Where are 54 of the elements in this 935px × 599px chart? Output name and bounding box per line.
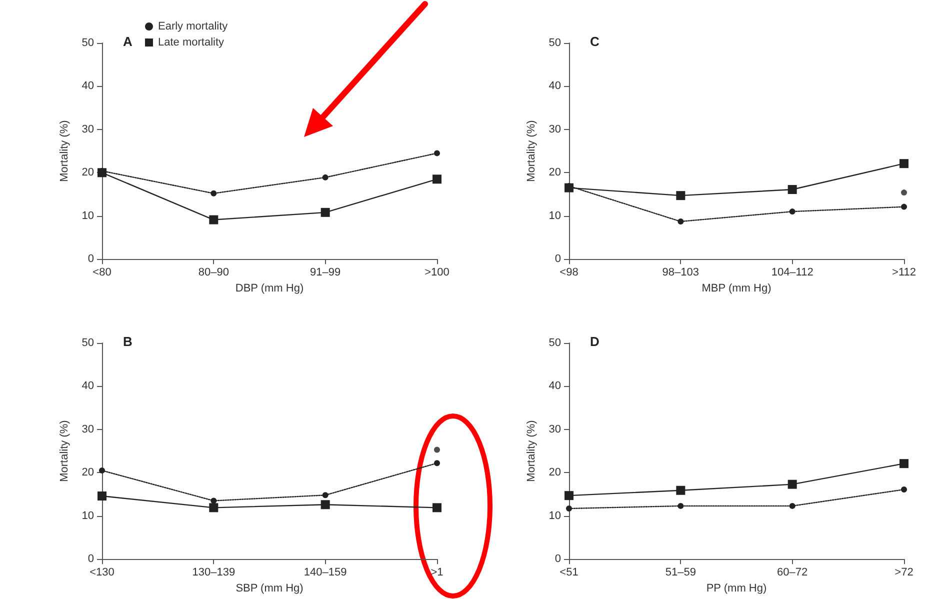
x-tick-label: 51–59 (665, 566, 696, 579)
x-tick-label: >100 (424, 266, 450, 279)
y-tick-label: 0 (88, 253, 94, 266)
y-tick-label: 50 (82, 337, 94, 349)
x-tick-label: 130–139 (192, 566, 236, 579)
legend-label: Late mortality (158, 36, 225, 48)
legend-label: Early mortality (158, 20, 228, 32)
x-axis-title: DBP (mm Hg) (235, 282, 304, 294)
x-tick-label: 104–112 (771, 266, 814, 279)
y-tick-label: 0 (88, 553, 94, 566)
x-axis-title: SBP (mm Hg) (236, 582, 304, 594)
y-tick-label: 30 (82, 123, 94, 136)
y-tick-label: 20 (548, 166, 561, 179)
y-tick-label: 30 (82, 423, 94, 436)
y-tick-label: 30 (548, 423, 561, 436)
y-tick-label: 20 (82, 466, 94, 479)
chart-title: B (123, 334, 132, 349)
chart-title: A (123, 34, 133, 49)
chart-title: C (590, 34, 600, 49)
x-tick-label: 60–72 (777, 566, 808, 579)
y-tick-label: 10 (82, 510, 94, 522)
y-tick-label: 50 (548, 337, 561, 349)
x-tick-label: 91–99 (310, 266, 341, 279)
y-tick-label: 10 (82, 210, 94, 222)
y-tick-label: 40 (548, 380, 561, 392)
x-tick-label: <80 (92, 266, 112, 279)
y-axis-title: Mortality (%) (526, 420, 538, 482)
chart-title: D (590, 334, 600, 349)
x-tick-label: 98–103 (662, 266, 700, 279)
y-tick-label: 20 (82, 166, 94, 179)
x-tick-label: >112 (892, 266, 916, 279)
y-tick-label: 0 (554, 553, 561, 566)
y-tick-label: 40 (548, 80, 561, 92)
y-tick-label: 10 (548, 210, 561, 222)
y-tick-label: 40 (82, 80, 94, 92)
y-tick-label: 0 (554, 253, 561, 266)
y-tick-label: 50 (548, 37, 561, 49)
y-tick-label: 20 (548, 466, 561, 479)
y-tick-label: 30 (548, 123, 561, 136)
y-tick-label: 10 (548, 510, 561, 522)
y-tick-label: 40 (82, 380, 94, 392)
y-axis-title: Mortality (%) (58, 420, 70, 482)
x-tick-label: <98 (560, 266, 578, 279)
x-tick-label: >72 (894, 566, 914, 579)
y-axis-title: Mortality (%) (526, 120, 538, 182)
x-axis-title: MBP (mm Hg) (702, 282, 772, 294)
y-axis-title: Mortality (%) (58, 120, 70, 182)
x-tick-label: <130 (90, 566, 114, 579)
y-tick-label: 50 (82, 37, 94, 49)
x-tick-label: <51 (560, 566, 578, 579)
x-tick-label: 140–159 (304, 566, 347, 579)
x-axis-title: PP (mm Hg) (706, 582, 767, 594)
x-tick-label: >1 (430, 566, 444, 579)
x-tick-label: 80–90 (198, 266, 229, 279)
